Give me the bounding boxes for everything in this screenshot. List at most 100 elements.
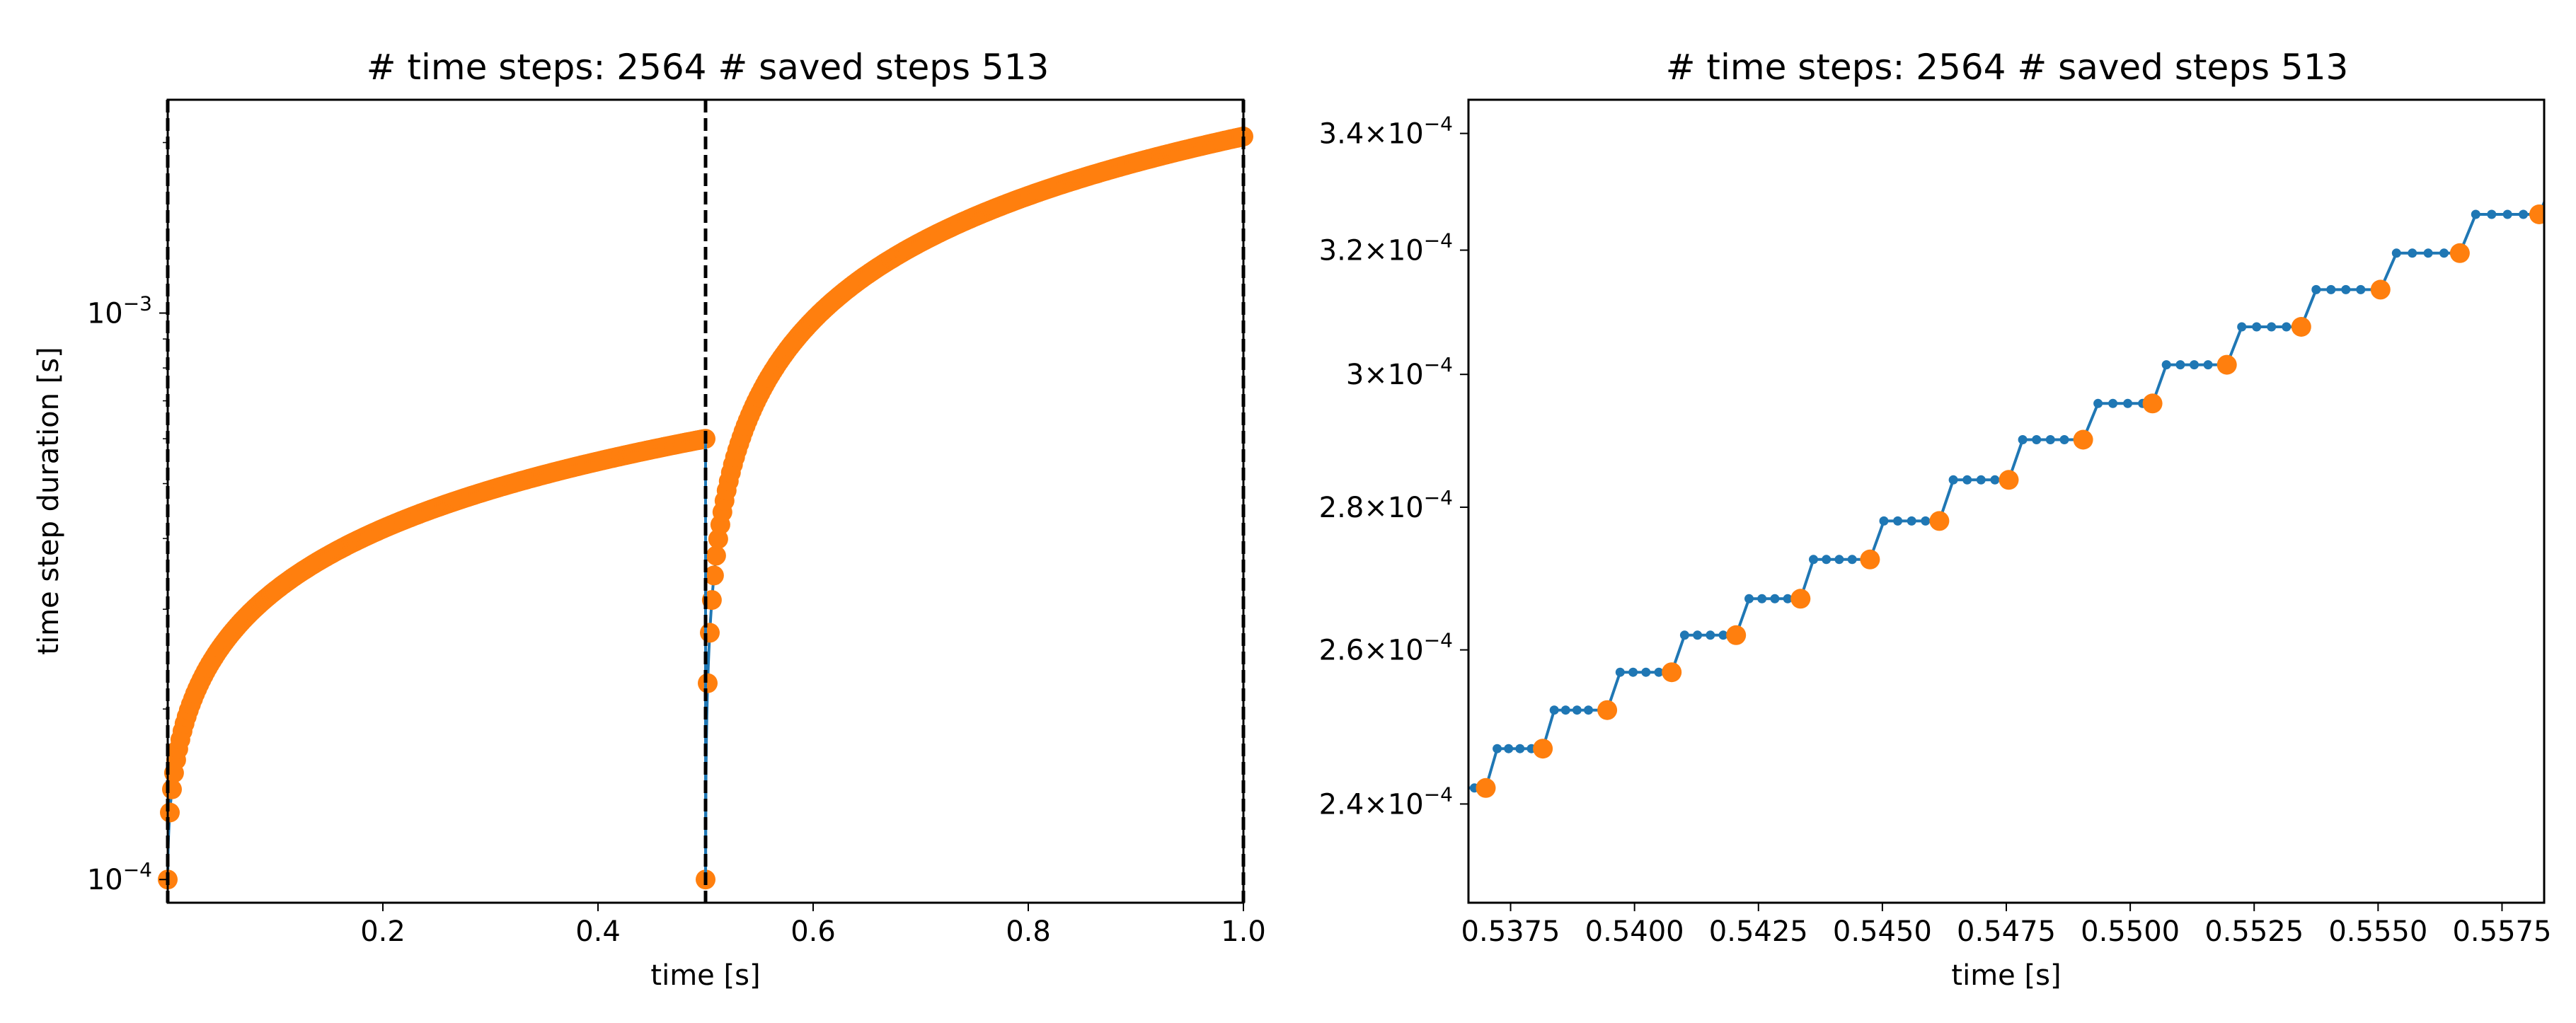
right-chart-step-dot — [1560, 705, 1570, 715]
left-chart-frame — [166, 98, 1245, 904]
left-chart-point — [700, 623, 720, 643]
right-chart-step-dot — [1921, 516, 1931, 526]
right-chart-x-tick-label: 0.5500 — [2081, 915, 2180, 948]
right-chart-step-dot — [1615, 667, 1625, 677]
right-chart-x-tick-label: 0.5550 — [2328, 915, 2427, 948]
right-chart-step-dot — [2408, 248, 2417, 258]
right-chart-saved-point — [1726, 625, 1747, 645]
right-chart-y-ticks: 2.4×10−4 2.6×10−4 2.8×10−4 3×10−4 3.2×10−4 3.… — [1319, 112, 1468, 821]
right-chart-step-dot — [1907, 516, 1916, 526]
right-chart-step-dot — [2282, 322, 2292, 332]
right-chart-step-dot — [2311, 284, 2321, 294]
right-chart-saved-point — [1860, 549, 1880, 570]
right-chart-step-dot — [2045, 435, 2055, 444]
right-chart-step-dot — [1459, 783, 1468, 792]
right-chart-step-dot — [2487, 209, 2497, 219]
right-chart-step-dot — [1744, 594, 1754, 603]
right-chart-x-tick-label: 0.5400 — [1585, 915, 1684, 948]
right-chart-step-dot — [2423, 248, 2433, 258]
right-chart-step-dot — [2519, 209, 2529, 219]
right-chart-title: # time steps: 2564 # saved steps 513 — [1666, 47, 2349, 88]
left-chart-series-line — [704, 134, 1244, 880]
right-chart-step-dot — [1718, 630, 1728, 640]
right-chart-step-dot — [2059, 435, 2069, 444]
right-chart-y-tick-label: 2.6×10−4 — [1319, 629, 1453, 667]
right-chart: # time steps: 2564 # saved steps 513 0.5… — [1319, 47, 2575, 992]
right-chart-step-dot — [2123, 398, 2133, 408]
left-chart: # time steps: 2564 # saved steps 513 0.2… — [33, 47, 1266, 992]
right-chart-step-dot — [2093, 398, 2103, 408]
right-chart-step-dot — [2439, 248, 2449, 258]
right-chart-step-dot — [1770, 594, 1780, 603]
right-chart-step-dot — [1504, 744, 1514, 753]
right-chart-step-dot — [1962, 475, 1972, 485]
right-chart-step-dot — [1572, 705, 1582, 715]
right-chart-y-tick-label: 3×10−4 — [1346, 353, 1453, 391]
right-chart-step-dot — [2252, 322, 2262, 332]
left-chart-x-tick-label: 0.2 — [360, 915, 406, 948]
right-chart-saved-point — [2142, 393, 2163, 414]
right-chart-y-tick-label: 3.4×10−4 — [1319, 112, 1453, 151]
right-chart-saved-point — [1533, 739, 1553, 759]
right-chart-frame — [1467, 98, 2546, 904]
right-chart-step-dot — [1515, 744, 1525, 753]
right-chart-saved-point — [2529, 204, 2544, 224]
right-chart-step-dot — [2391, 248, 2401, 258]
right-chart-step-dot — [2175, 360, 2185, 370]
right-chart-plot-area — [1459, 172, 2575, 798]
left-chart-point — [698, 673, 718, 693]
left-chart-x-tick-label: 0.8 — [1006, 915, 1051, 948]
right-chart-saved-point — [1476, 778, 1496, 798]
left-chart-x-tick-label: 0.4 — [575, 915, 621, 948]
right-chart-step-dot — [1893, 516, 1903, 526]
left-chart-y-label: time step duration [s] — [33, 347, 65, 654]
right-chart-step-dot — [1990, 475, 2000, 485]
right-chart-step-dot — [2471, 209, 2480, 219]
right-chart-step-dot — [1584, 705, 1593, 715]
right-chart-saved-point — [1999, 470, 2019, 490]
right-chart-saved-point — [2073, 429, 2093, 450]
right-chart-step-dot — [2018, 435, 2028, 444]
left-chart-y-ticks: 10−4 10−3 — [87, 141, 168, 896]
right-chart-step-dot — [1879, 516, 1889, 526]
right-chart-step-dot — [1976, 475, 1986, 485]
right-chart-x-ticks: 0.5375 0.5400 0.5425 0.5450 0.5475 0.5500 0.55… — [1461, 903, 2551, 948]
right-chart-y-tick-label: 2.8×10−4 — [1319, 486, 1453, 524]
right-chart-step-dot — [2032, 435, 2042, 444]
right-chart-step-dot — [2203, 360, 2213, 370]
right-chart-step-dot — [1628, 667, 1638, 677]
left-chart-point — [703, 565, 724, 586]
right-chart-step-dot — [1706, 630, 1715, 640]
right-chart-y-tick-label: 3.2×10−4 — [1319, 229, 1453, 267]
right-chart-step-dot — [1948, 475, 1958, 485]
right-chart-step-dot — [2502, 209, 2512, 219]
right-chart-saved-point — [2216, 354, 2237, 375]
right-chart-step-dot — [2341, 284, 2351, 294]
left-chart-y-tick-label: 10−4 — [87, 858, 152, 896]
right-chart-step-dot — [2566, 172, 2575, 181]
right-chart-saved-point — [2449, 243, 2470, 263]
right-chart-x-tick-label: 0.5450 — [1833, 915, 1932, 948]
right-chart-step-dot — [2108, 398, 2118, 408]
right-chart-step-dot — [1847, 555, 1857, 565]
right-chart-x-tick-label: 0.5575 — [2452, 915, 2551, 948]
left-chart-title: # time steps: 2564 # saved steps 513 — [367, 47, 1050, 88]
left-chart-plot-area — [158, 100, 1253, 903]
left-chart-x-ticks: 0.2 0.4 0.6 0.8 1.0 — [360, 903, 1266, 948]
left-chart-x-label: time [s] — [650, 959, 760, 992]
right-chart-x-tick-label: 0.5375 — [1461, 915, 1560, 948]
right-chart-step-dot — [1549, 705, 1559, 715]
right-chart-step-dot — [1693, 630, 1703, 640]
right-chart-step-dot — [2267, 322, 2277, 332]
right-chart-saved-point — [1929, 511, 1950, 531]
right-chart-step-dot — [2356, 284, 2366, 294]
left-chart-y-tick-label: 10−3 — [87, 292, 152, 330]
right-chart-step-dot — [1757, 594, 1767, 603]
right-chart-step-dot — [1654, 667, 1664, 677]
right-chart-saved-point — [1597, 700, 1618, 720]
right-chart-saved-point — [1662, 662, 1682, 683]
right-chart-step-dot — [1809, 555, 1818, 565]
right-chart-x-tick-label: 0.5425 — [1709, 915, 1808, 948]
right-chart-step-dot — [1641, 667, 1651, 677]
